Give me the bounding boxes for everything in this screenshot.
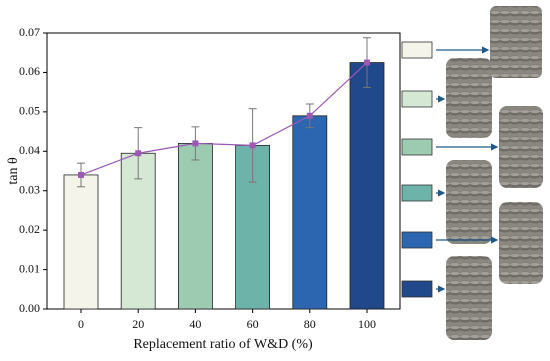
x-tick-label: 100 bbox=[358, 317, 376, 331]
plot-frame bbox=[46, 32, 401, 310]
line-marker bbox=[364, 59, 370, 66]
y-tick-label: 0.07 bbox=[19, 25, 40, 39]
y-tick-label: 0.05 bbox=[19, 104, 40, 118]
photo bbox=[446, 58, 492, 138]
line-marker bbox=[78, 171, 84, 178]
legend-swatch bbox=[401, 280, 433, 298]
trend-line bbox=[80, 62, 368, 176]
photo bbox=[446, 256, 492, 340]
bar bbox=[177, 142, 213, 310]
x-tick-label: 40 bbox=[189, 317, 201, 331]
y-tick-label: 0.03 bbox=[19, 182, 40, 196]
photo bbox=[446, 160, 492, 244]
legend-swatch bbox=[401, 184, 433, 202]
x-tick-label: 80 bbox=[304, 317, 316, 331]
legend-swatch bbox=[401, 41, 433, 59]
photo bbox=[499, 202, 543, 284]
photo bbox=[499, 106, 543, 188]
bar bbox=[63, 174, 99, 310]
x-tick-label: 20 bbox=[132, 317, 144, 331]
y-tick-label: 0.01 bbox=[19, 261, 40, 275]
y-tick-label: 0.06 bbox=[19, 64, 40, 78]
x-axis-label: Replacement ratio of W&D (%) bbox=[133, 337, 313, 352]
photo bbox=[490, 6, 542, 78]
x-tick-label: 0 bbox=[78, 317, 84, 331]
y-tick-label: 0.04 bbox=[19, 143, 40, 157]
legend-swatch bbox=[401, 231, 433, 249]
bar bbox=[292, 115, 328, 310]
y-tick-label: 0.00 bbox=[19, 301, 40, 315]
line-marker bbox=[192, 140, 199, 147]
legend-swatch bbox=[401, 90, 433, 108]
line-marker bbox=[306, 112, 313, 119]
x-tick-label: 60 bbox=[247, 317, 259, 331]
bar bbox=[349, 62, 385, 310]
line-marker bbox=[135, 150, 142, 157]
specimen-photos bbox=[446, 6, 543, 340]
y-tick-label: 0.02 bbox=[19, 222, 40, 236]
line-marker bbox=[249, 142, 256, 149]
y-axis-label: tan θ bbox=[6, 157, 21, 185]
legend-swatch bbox=[401, 138, 433, 156]
